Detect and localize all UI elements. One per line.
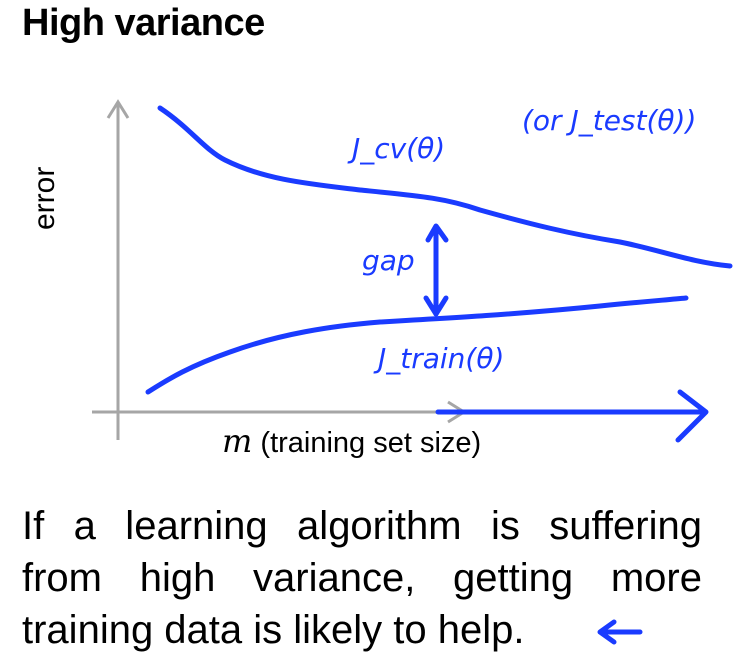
extended-x-axis-arrowhead (675, 389, 709, 443)
cv-error-label: J_cv(θ) (347, 132, 445, 165)
y-axis-arrowhead (106, 99, 130, 119)
test-error-label: (or J_test(θ)) (522, 104, 696, 137)
caption-line-3: training data is likely to help. (22, 608, 525, 652)
gap-label: gap (362, 244, 415, 277)
y-axis-label: error (28, 166, 61, 230)
caption-line-1: If a learning algorithm is suffering (22, 504, 702, 548)
gap-arrow-top-head (425, 223, 449, 243)
cv-error-curve (157, 105, 733, 269)
gap-arrow-bottom-head (423, 295, 449, 317)
caption-arrow-icon-head (597, 619, 617, 645)
x-axis-variable: m (222, 422, 253, 460)
x-axis-label: m (training set size) (222, 422, 481, 460)
caption-line-2: from high variance, getting more (22, 556, 702, 600)
train-error-label: J_train(θ) (373, 342, 504, 375)
page-title: High variance (22, 2, 265, 44)
caption: If a learning algorithm is suffering fro… (22, 500, 702, 656)
train-error-curve (145, 295, 689, 395)
x-axis-description: (training set size) (260, 427, 482, 459)
axes (92, 99, 467, 440)
